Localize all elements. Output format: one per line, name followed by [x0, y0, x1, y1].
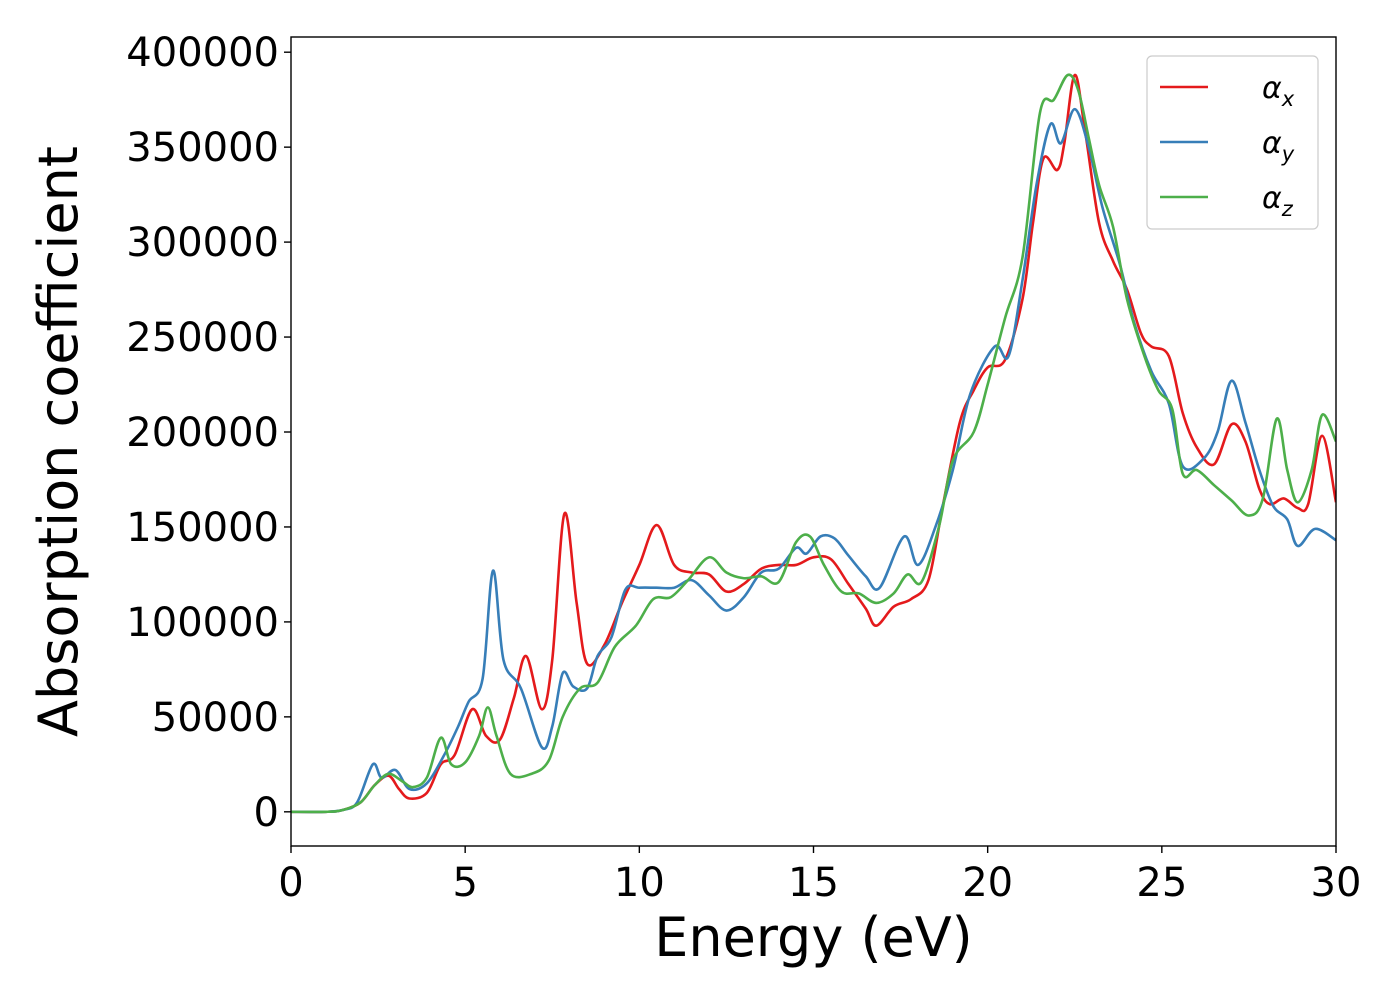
x-tick-label: 0	[278, 860, 303, 906]
x-axis-label: Energy (eV)	[654, 906, 973, 969]
legend: αx αy αz	[1146, 55, 1319, 230]
y-axis-label: Absorption coefficient	[27, 146, 90, 737]
legend-box	[1146, 55, 1319, 230]
y-tick-label: 300000	[126, 220, 279, 266]
legend-label-y: αy	[1262, 126, 1295, 166]
legend-label-x: αx	[1262, 71, 1295, 111]
x-tick-label: 30	[1311, 860, 1362, 906]
y-tick-label: 400000	[126, 30, 279, 76]
series-line-y	[291, 107, 1336, 814]
x-tick-label: 15	[788, 860, 839, 906]
y-tick-label: 50000	[152, 695, 279, 741]
x-tick-label: 5	[452, 860, 477, 906]
x-tick-label: 10	[614, 860, 665, 906]
series-line-x	[291, 73, 1336, 814]
x-tick-label: 25	[1136, 860, 1187, 906]
y-tick-label: 150000	[126, 505, 279, 551]
y-tick-label: 250000	[126, 315, 279, 361]
y-tick-label: 350000	[126, 125, 279, 171]
y-axis-ticks: 0 50000 100000 150000 200000 250000 300000 3500…	[126, 30, 291, 836]
x-tick-label: 20	[962, 860, 1013, 906]
y-tick-label: 200000	[126, 410, 279, 456]
series-layer	[291, 73, 1336, 814]
x-axis-ticks: 0 5 10 15 20 25 30	[278, 846, 1361, 906]
legend-label-z: αz	[1262, 181, 1294, 221]
y-tick-label: 0	[254, 790, 279, 836]
y-tick-label: 100000	[126, 600, 279, 646]
series-line-z	[291, 73, 1336, 814]
